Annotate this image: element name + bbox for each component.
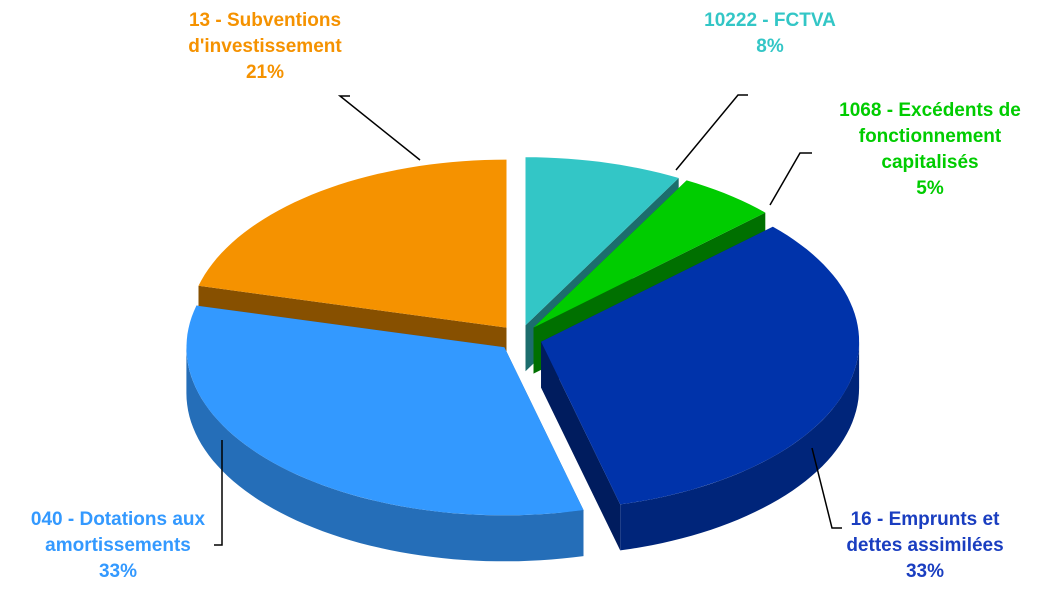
leader-line [811,447,842,529]
leader-line [769,152,812,206]
data-label: 1068 - Excédents de fonctionnement capit… [820,98,1040,202]
data-label: 16 - Emprunts et dettes assimilées 33% [820,507,1030,585]
category-label: 13 - Subventions d'investissement [188,10,342,57]
slice-wall [620,341,860,551]
category-label: 1068 - Excédents de fonctionnement capit… [839,100,1021,173]
data-label: 040 - Dotations aux amortissements 33% [0,507,238,585]
leader-line [675,94,748,171]
slice-top [525,157,679,326]
slice-top [186,305,584,516]
category-label: 10222 - FCTVA [704,10,836,31]
leader-line [337,95,421,161]
data-label: 13 - Subventions d'investissement 21% [160,8,370,86]
percent-label: 5% [916,178,944,199]
leader-line [214,440,223,546]
percent-label: 8% [756,36,784,57]
slice-top [541,226,860,505]
percent-label: 21% [245,62,285,83]
slice-top [533,180,766,328]
slice [186,305,584,562]
slice-top [198,159,507,328]
slice-cut-face [541,341,621,551]
data-label: 10222 - FCTVA 8% [670,8,870,60]
category-label: 16 - Emprunts et dettes assimilées [846,509,1004,556]
percent-label: 33% [905,561,945,582]
percent-label: 33% [98,561,138,582]
category-label: 040 - Dotations aux amortissements [30,509,206,556]
slice-wall [186,347,584,562]
slice [541,226,860,551]
